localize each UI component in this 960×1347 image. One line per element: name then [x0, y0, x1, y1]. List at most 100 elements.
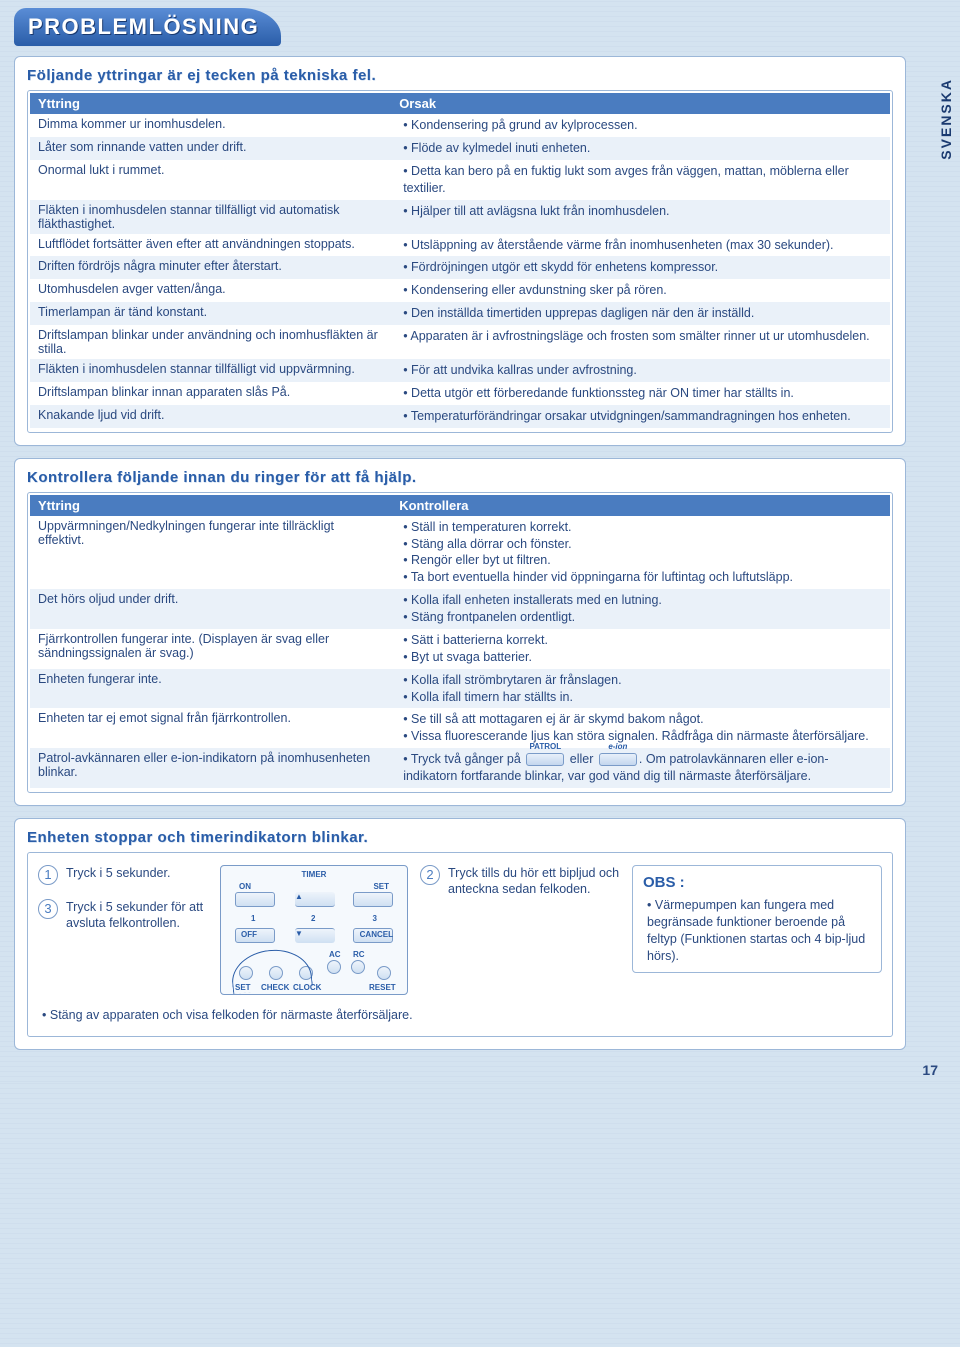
remote-diagram: TIMER ON SET ▲ 1 2 3 ▼ OFF CANCEL AC RC — [220, 865, 408, 995]
btn-ac[interactable] — [327, 960, 341, 974]
cell-orsak: För att undvika kallras under avfrostnin… — [391, 359, 890, 382]
lbl-reset: RESET — [369, 983, 396, 992]
table-row: Driftslampan blinkar innan apparaten slå… — [30, 382, 890, 405]
btn-rc[interactable] — [351, 960, 365, 974]
cell-yttring: Utomhusdelen avger vatten/ånga. — [30, 279, 391, 302]
page-title: PROBLEMLÖSNING — [14, 8, 281, 46]
btn-down[interactable]: ▼ — [295, 928, 335, 943]
table-row: Låter som rinnande vatten under drift.Fl… — [30, 137, 890, 160]
obs-title: OBS : — [643, 874, 871, 891]
section3-heading: Enheten stoppar och timerindikatorn blin… — [27, 829, 893, 846]
lbl-on: ON — [239, 882, 251, 891]
cell-orsak: Detta kan bero på en fuktig lukt som avg… — [391, 160, 890, 200]
obs-box: OBS : Värmepumpen kan fungera med begrän… — [632, 865, 882, 974]
cell-orsak: Utsläppning av återstående värme från in… — [391, 234, 890, 257]
patrol-button[interactable]: PATROL — [526, 753, 564, 766]
eion-button[interactable]: e-ion — [599, 753, 637, 766]
lbl-set: SET — [373, 882, 389, 891]
panel-symptoms: Följande yttringar är ej tecken på tekni… — [14, 56, 906, 446]
lbl-timer: TIMER — [221, 870, 407, 879]
lbl-cancel: CANCEL — [360, 930, 393, 939]
cell-yttring: Luftflödet fortsätter även efter att anv… — [30, 234, 391, 257]
step-2-text: Tryck tills du hör ett bipljud och antec… — [448, 865, 620, 898]
col-yttring: Yttring — [30, 93, 391, 114]
cell-orsak: Fördröjningen utgör ett skydd för enhete… — [391, 256, 890, 279]
cell-yttring: Uppvärmningen/Nedkylningen fungerar inte… — [30, 516, 391, 590]
table-row: Dimma kommer ur inomhusdelen.Kondenserin… — [30, 114, 890, 137]
table-row: Driften fördröjs några minuter efter åte… — [30, 256, 890, 279]
btn-reset[interactable] — [377, 966, 391, 980]
cell-orsak: Detta utgör ett förberedande funktionsst… — [391, 382, 890, 405]
cell-kontrollera: Kolla ifall enheten installerats med en … — [391, 589, 890, 629]
table-row: Fläkten i inomhusdelen stannar tillfälli… — [30, 359, 890, 382]
btn-up[interactable]: ▲ — [295, 892, 335, 907]
cell-yttring: Driftslampan blinkar innan apparaten slå… — [30, 382, 391, 405]
col-orsak: Orsak — [391, 93, 890, 114]
symptoms-table: Yttring Orsak Dimma kommer ur inomhusdel… — [30, 93, 890, 428]
table-row: Uppvärmningen/Nedkylningen fungerar inte… — [30, 516, 890, 590]
lbl-rc: RC — [353, 950, 365, 959]
cell-orsak: Hjälper till att avlägsna lukt från inom… — [391, 200, 890, 234]
table-row: Det hörs oljud under drift.Kolla ifall e… — [30, 589, 890, 629]
table-row: Utomhusdelen avger vatten/ånga.Kondenser… — [30, 279, 890, 302]
step-1-badge: 1 — [38, 865, 58, 885]
cell-orsak: Kondensering på grund av kylprocessen. — [391, 114, 890, 137]
obs-text: Värmepumpen kan fungera med begränsade f… — [643, 897, 871, 965]
step-3-badge: 3 — [38, 899, 58, 919]
cell-orsak: Flöde av kylmedel inuti enheten. — [391, 137, 890, 160]
lbl-ac: AC — [329, 950, 341, 959]
cell-yttring: Fläkten i inomhusdelen stannar tillfälli… — [30, 359, 391, 382]
cell-yttring: Fläkten i inomhusdelen stannar tillfälli… — [30, 200, 391, 234]
table-row: Enheten fungerar inte.Kolla ifall strömb… — [30, 669, 890, 709]
section2-heading: Kontrollera följande innan du ringer för… — [27, 469, 893, 486]
table-row: Fjärrkontrollen fungerar inte. (Displaye… — [30, 629, 890, 669]
table-row: Timerlampan är tänd konstant.Den inställ… — [30, 302, 890, 325]
table-row: Onormal lukt i rummet.Detta kan bero på … — [30, 160, 890, 200]
guide-arrow-icon — [229, 946, 313, 994]
table-row: Knakande ljud vid drift.Temperaturföränd… — [30, 405, 890, 428]
language-tab: SVENSKA — [938, 78, 954, 160]
cell-orsak: Apparaten är i avfrostningsläge och fros… — [391, 325, 890, 359]
cell-kontrollera: Sätt i batterierna korrekt.Byt ut svaga … — [391, 629, 890, 669]
steps-left: 1 Tryck i 5 sekunder. 3 Tryck i 5 sekund… — [38, 865, 208, 946]
cell-orsak: Kondensering eller avdunstning sker på r… — [391, 279, 890, 302]
cell-yttring: Det hörs oljud under drift. — [30, 589, 391, 629]
col-yttring2: Yttring — [30, 495, 391, 516]
table-row: Fläkten i inomhusdelen stannar tillfälli… — [30, 200, 890, 234]
cell-yttring: Fjärrkontrollen fungerar inte. (Displaye… — [30, 629, 391, 669]
page-number: 17 — [922, 1062, 938, 1078]
table-row: Driftslampan blinkar under användning oc… — [30, 325, 890, 359]
step-3-text: Tryck i 5 sekunder för att avsluta felko… — [66, 899, 208, 932]
step-1-text: Tryck i 5 sekunder. — [66, 865, 170, 881]
cell-orsak: Den inställda timertiden upprepas daglig… — [391, 302, 890, 325]
cell-yttring: Driften fördröjs några minuter efter åte… — [30, 256, 391, 279]
lbl-1: 1 — [251, 914, 255, 923]
cell-orsak: Temperaturförändringar orsakar utvidgnin… — [391, 405, 890, 428]
step-2-badge: 2 — [420, 865, 440, 885]
cell-kontrollera: Se till så att mottagaren ej är är skymd… — [391, 708, 890, 748]
cell-kontrollera: Ställ in temperaturen korrekt.Stäng alla… — [391, 516, 890, 590]
col-kontrollera: Kontrollera — [391, 495, 890, 516]
section3-footer: Stäng av apparaten och visa felkoden för… — [38, 1007, 882, 1024]
cell-yttring: Driftslampan blinkar under användning oc… — [30, 325, 391, 359]
checks-table: Yttring Kontrollera Uppvärmningen/Nedkyl… — [30, 495, 890, 788]
cell-yttring: Dimma kommer ur inomhusdelen. — [30, 114, 391, 137]
cell-yttring: Timerlampan är tänd konstant. — [30, 302, 391, 325]
table-row: Patrol-avkännaren eller e-ion-indikatorn… — [30, 748, 890, 788]
lbl-off: OFF — [241, 930, 257, 939]
btn-set[interactable] — [353, 892, 393, 907]
cell-yttring: Patrol-avkännaren eller e-ion-indikatorn… — [30, 748, 391, 788]
btn-on[interactable] — [235, 892, 275, 907]
lbl-2: 2 — [311, 914, 315, 923]
cell-yttring: Knakande ljud vid drift. — [30, 405, 391, 428]
table-row: Luftflödet fortsätter även efter att anv… — [30, 234, 890, 257]
panel-checks: Kontrollera följande innan du ringer för… — [14, 458, 906, 806]
cell-yttring: Enheten tar ej emot signal från fjärrkon… — [30, 708, 391, 748]
cell-yttring: Enheten fungerar inte. — [30, 669, 391, 709]
section1-heading: Följande yttringar är ej tecken på tekni… — [27, 67, 893, 84]
cell-kontrollera: Tryck två gånger på PATROL eller e-ion. … — [391, 748, 890, 788]
lbl-3: 3 — [373, 914, 377, 923]
cell-yttring: Onormal lukt i rummet. — [30, 160, 391, 200]
table-row: Enheten tar ej emot signal från fjärrkon… — [30, 708, 890, 748]
cell-yttring: Låter som rinnande vatten under drift. — [30, 137, 391, 160]
